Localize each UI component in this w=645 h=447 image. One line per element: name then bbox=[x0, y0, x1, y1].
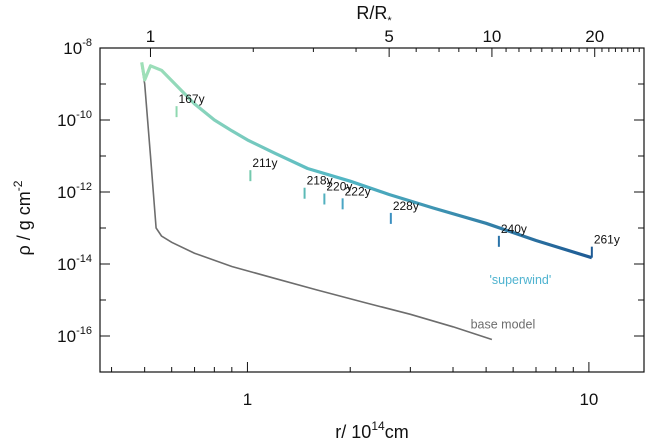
base-model-line bbox=[140, 65, 493, 341]
age-label: 222y bbox=[345, 184, 371, 198]
y-tick-label-base: 10 bbox=[57, 183, 76, 202]
axis-ticks bbox=[100, 47, 644, 373]
y-tick-label: 10-16 bbox=[57, 325, 92, 346]
y-tick-label-base: 10 bbox=[57, 327, 76, 346]
age-label: 228y bbox=[393, 199, 419, 213]
age-label: 218y bbox=[307, 174, 333, 188]
age-label: 240y bbox=[501, 222, 527, 236]
x-axis-label-base: r/ 10 bbox=[335, 422, 371, 442]
top-tick-label: 20 bbox=[585, 27, 604, 46]
age-label: 261y bbox=[594, 233, 620, 247]
bottom-tick-label: 10 bbox=[579, 390, 598, 409]
y-tick-label-base: 10 bbox=[63, 39, 82, 58]
y-tick-label-exponent: -12 bbox=[76, 181, 92, 193]
top-tick-label: 5 bbox=[384, 27, 393, 46]
x-axis-label-unit: cm bbox=[385, 422, 409, 442]
y-tick-label-base: 10 bbox=[57, 255, 76, 274]
base-model-series-label: base model bbox=[471, 318, 536, 332]
y-tick-label-exponent: -14 bbox=[76, 253, 92, 265]
plot-frame bbox=[99, 47, 645, 373]
y-tick-label: 10-8 bbox=[63, 37, 92, 58]
y-tick-label: 10-14 bbox=[57, 253, 92, 274]
y-tick-label-exponent: -8 bbox=[82, 37, 92, 49]
y-tick-label: 10-10 bbox=[57, 109, 92, 130]
series-layer: 'superwind' base model bbox=[140, 62, 593, 341]
y-axis-label-base: ρ / g cm bbox=[14, 191, 34, 255]
top-axis-label: R/R* bbox=[356, 3, 392, 27]
top-axis-label-subscript: * bbox=[387, 15, 392, 27]
age-label: 211y bbox=[252, 156, 277, 170]
superwind-line bbox=[140, 62, 593, 260]
y-axis-label-exponent: -2 bbox=[11, 180, 25, 191]
age-label: 220y bbox=[326, 179, 352, 193]
y-tick-label-exponent: -10 bbox=[76, 109, 92, 121]
y-tick-label-base: 10 bbox=[57, 111, 76, 130]
top-tick-label: 1 bbox=[146, 27, 155, 46]
y-tick-label-exponent: -16 bbox=[76, 325, 92, 337]
x-axis-label-exponent: 14 bbox=[371, 419, 385, 433]
top-axis-label-base: R/R bbox=[356, 3, 387, 23]
superwind-series-label: 'superwind' bbox=[490, 273, 552, 287]
age-label: 167y bbox=[179, 92, 205, 106]
y-axis-label: ρ / g cm-2 bbox=[11, 180, 34, 255]
bottom-tick-label: 1 bbox=[243, 390, 252, 409]
y-tick-label: 10-12 bbox=[57, 181, 92, 202]
x-axis-label: r/ 1014cm bbox=[335, 419, 408, 442]
top-tick-label: 10 bbox=[482, 27, 501, 46]
